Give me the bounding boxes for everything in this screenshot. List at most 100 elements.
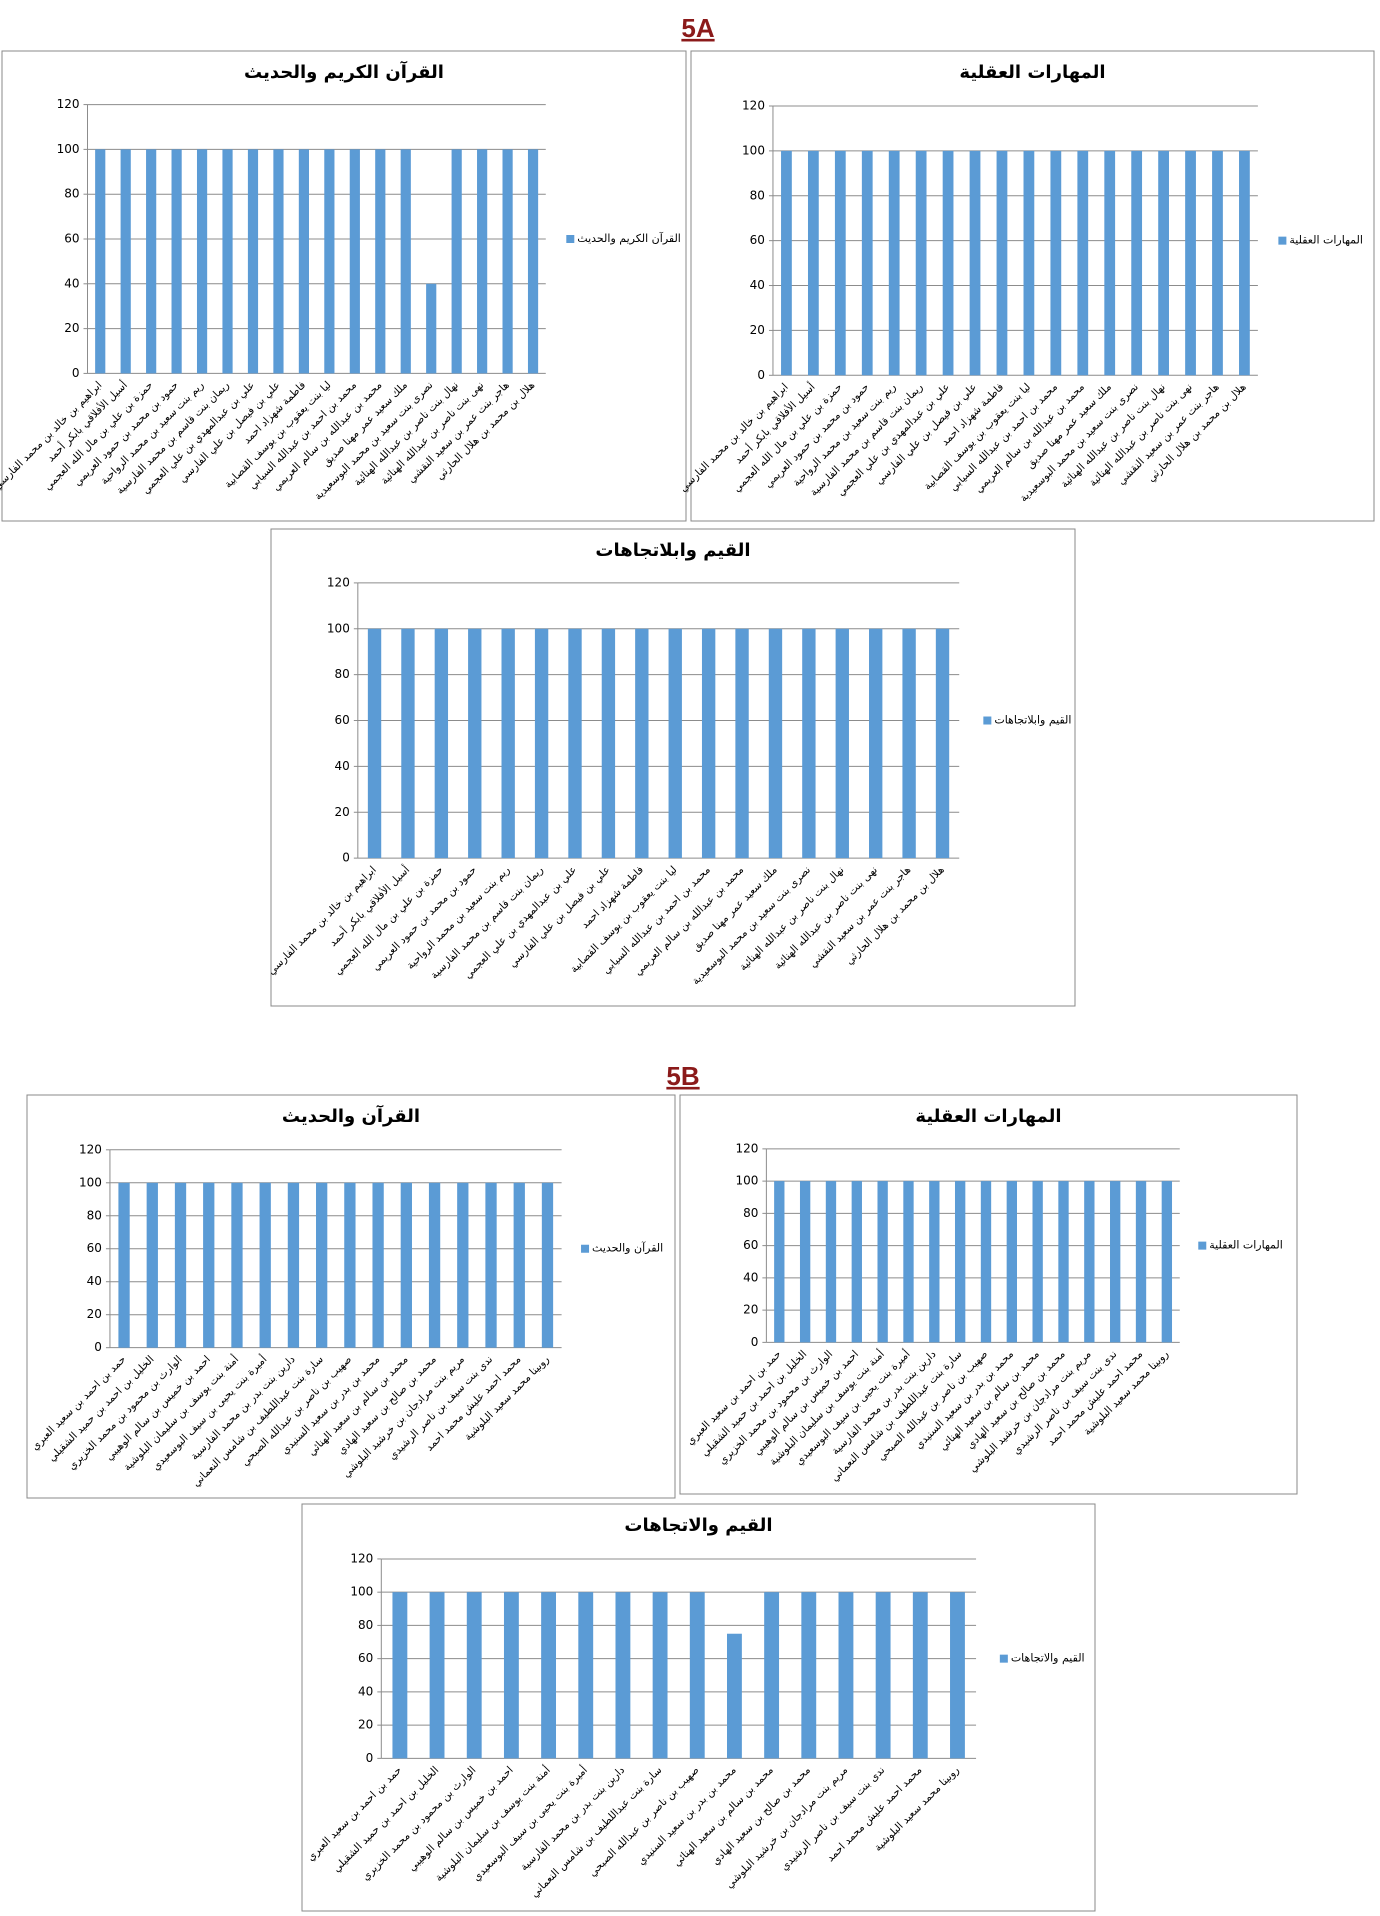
bar: [400, 149, 411, 374]
bar: [502, 149, 513, 374]
bar: [501, 628, 515, 859]
y-tick-label: 120: [79, 1142, 102, 1156]
bar: [929, 1181, 940, 1343]
bar: [888, 150, 900, 376]
y-tick-label: 20: [750, 323, 765, 337]
y-tick-label: 0: [94, 1340, 102, 1354]
y-tick-label: 20: [87, 1307, 102, 1321]
legend-swatch: [1278, 236, 1287, 245]
bar: [316, 1182, 328, 1348]
bar: [1158, 150, 1169, 376]
y-tick-label: 100: [735, 1174, 758, 1188]
bar: [912, 1592, 928, 1759]
y-tick-label: 0: [757, 368, 765, 382]
y-tick-label: 60: [64, 232, 79, 246]
y-tick-label: 100: [350, 1585, 373, 1599]
bar: [1212, 150, 1223, 376]
bar: [869, 628, 883, 859]
bar: [401, 628, 415, 859]
legend-swatch: [983, 716, 992, 725]
bar: [701, 628, 716, 859]
chart-title: المهارات العقلية: [915, 1106, 1061, 1127]
bar: [466, 1592, 482, 1759]
bar: [392, 1592, 408, 1759]
y-tick-label: 120: [742, 98, 765, 112]
legend-label: القرآن والحديث: [592, 1241, 663, 1255]
bar: [287, 1182, 300, 1348]
legend-label: المهارات العقلية: [1209, 1239, 1283, 1252]
bar: [196, 149, 208, 374]
bar: [375, 149, 386, 374]
y-tick-label: 100: [327, 621, 350, 635]
legend-label: المهارات العقلية: [1289, 234, 1363, 247]
y-tick-label: 60: [743, 1238, 758, 1252]
y-tick-label: 100: [742, 143, 765, 157]
y-tick-label: 100: [57, 142, 80, 156]
bar: [726, 1633, 742, 1759]
y-tick-label: 120: [350, 1551, 373, 1565]
bar: [835, 628, 849, 859]
bar: [400, 1182, 412, 1348]
y-tick-label: 120: [57, 97, 80, 111]
y-tick-label: 40: [64, 276, 79, 290]
legend-label: القيم والاتجاهات: [1011, 1652, 1085, 1665]
bar: [578, 1592, 594, 1759]
bar: [174, 1182, 187, 1348]
legend-label: القيم وابلاتجاهات: [994, 714, 1071, 727]
bar: [1023, 150, 1035, 376]
bar: [774, 1181, 785, 1343]
bar: [457, 1182, 469, 1348]
bar: [825, 1181, 837, 1343]
bar: [969, 150, 981, 376]
bar: [429, 1592, 445, 1759]
bar: [120, 149, 131, 374]
bar: [838, 1592, 854, 1759]
bar: [801, 1592, 817, 1759]
legend-swatch: [581, 1244, 590, 1253]
section-heading: 5B: [666, 1061, 699, 1091]
bar: [799, 1181, 811, 1343]
bar: [118, 1182, 130, 1348]
y-tick-label: 80: [64, 187, 79, 201]
bar: [485, 1182, 497, 1348]
bar: [1131, 150, 1143, 376]
y-tick-label: 0: [751, 1335, 759, 1349]
bar: [802, 628, 816, 859]
bar: [915, 150, 927, 376]
bar: [534, 628, 549, 859]
bar: [367, 628, 382, 859]
bar: [875, 1592, 891, 1759]
y-tick-label: 40: [750, 278, 765, 292]
bar: [877, 1181, 888, 1343]
bar: [426, 283, 437, 374]
legend-label: القرآن الكريم والحديث: [577, 231, 681, 245]
bar: [146, 149, 157, 374]
y-tick-label: 40: [743, 1270, 758, 1284]
bar: [541, 1182, 554, 1348]
y-tick-label: 20: [64, 321, 79, 335]
bar: [568, 628, 582, 859]
bar: [503, 1592, 519, 1759]
bar: [95, 149, 106, 374]
y-tick-label: 20: [743, 1303, 758, 1317]
y-tick-label: 80: [335, 667, 350, 681]
y-tick-label: 60: [335, 713, 350, 727]
y-tick-label: 60: [358, 1651, 373, 1665]
bar: [1239, 150, 1250, 376]
bar: [324, 149, 335, 374]
bar: [735, 628, 749, 859]
y-tick-label: 40: [358, 1684, 373, 1698]
bar: [652, 1592, 668, 1759]
legend-swatch: [566, 235, 575, 243]
bar: [834, 150, 846, 376]
bar: [668, 628, 682, 859]
y-tick-label: 120: [735, 1141, 758, 1155]
bar: [541, 1592, 557, 1759]
bar: [1110, 1181, 1121, 1343]
bar: [468, 628, 482, 859]
y-tick-label: 20: [335, 805, 350, 819]
bar: [146, 1182, 158, 1348]
bar: [451, 149, 462, 374]
bar: [222, 149, 233, 374]
